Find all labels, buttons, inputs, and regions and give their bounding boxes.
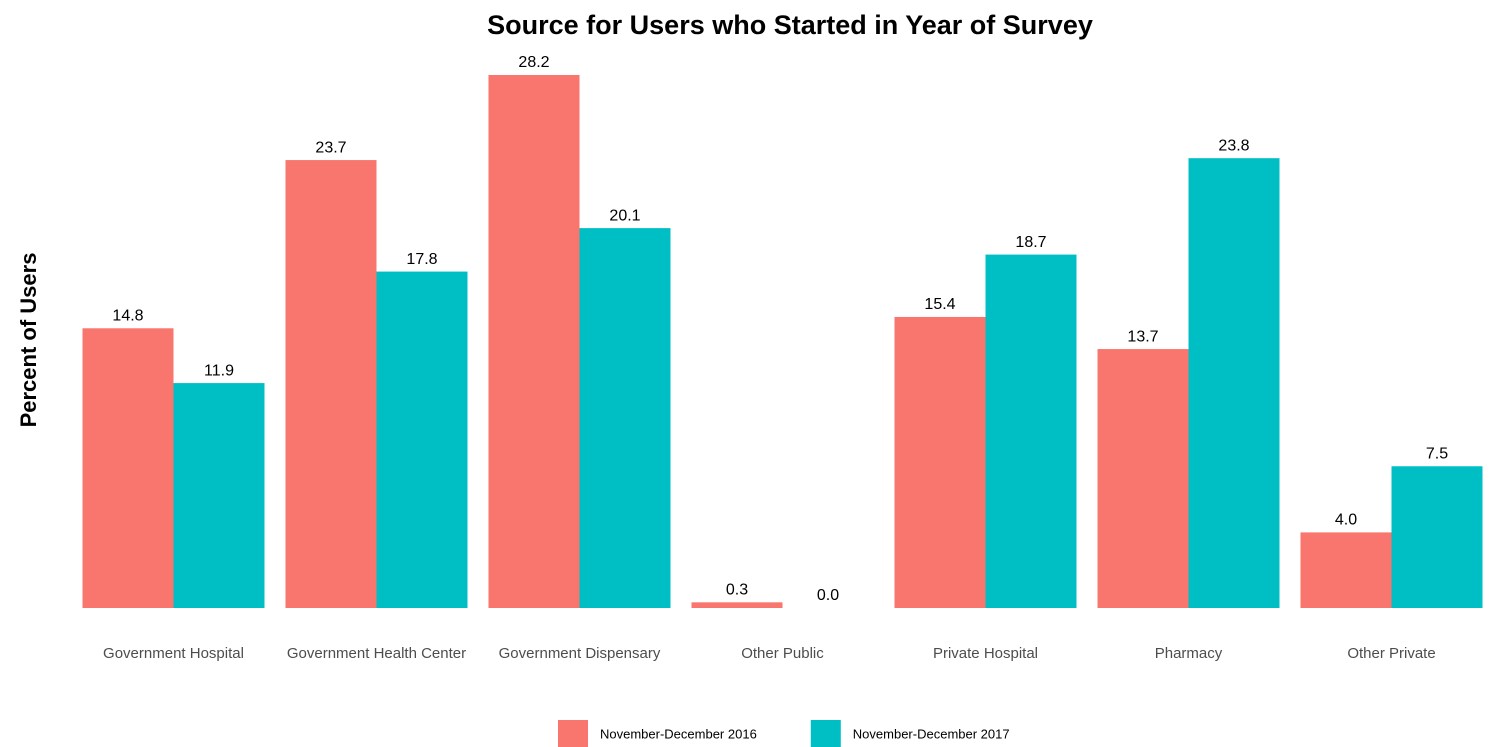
value-label: 0.3 [726,582,748,599]
legend-label: November-December 2016 [600,726,757,741]
y-axis-label: Percent of Users [16,253,41,428]
x-tick-label: Government Health Center [287,645,466,662]
x-tick-label: Pharmacy [1155,645,1223,662]
legend-swatch [810,720,841,747]
value-label: 13.7 [1127,328,1158,345]
value-label: 17.8 [406,251,437,268]
bar [285,160,377,608]
legend-label: November-December 2017 [853,726,1010,741]
value-label: 11.9 [204,362,234,379]
value-label: 7.5 [1426,445,1448,462]
bar [1300,532,1392,608]
value-label: 15.4 [924,296,955,313]
value-label: 14.8 [112,307,143,324]
bar [173,383,265,608]
value-label: 0.0 [817,587,839,604]
x-tick-label: Other Public [741,645,824,662]
value-label: 20.1 [609,207,640,224]
x-tick-label: Government Hospital [103,645,244,662]
bar [691,602,783,608]
bar [1391,466,1483,608]
bar [1188,158,1280,608]
chart-title: Source for Users who Started in Year of … [487,10,1093,40]
value-label: 23.7 [315,139,346,156]
x-tick-label: Government Dispensary [499,645,661,662]
x-tick-label: Private Hospital [933,645,1038,662]
bar [894,316,986,608]
x-tick-label: Other Private [1347,645,1435,662]
bar [985,254,1077,608]
bar [579,228,671,609]
value-label: 4.0 [1335,512,1357,529]
bar [488,75,580,608]
bar [376,271,468,608]
bar [1097,349,1189,608]
legend-swatch [558,720,588,747]
bar [82,328,174,608]
value-label: 18.7 [1015,234,1046,251]
value-label: 23.8 [1218,137,1249,154]
value-label: 28.2 [518,54,549,71]
